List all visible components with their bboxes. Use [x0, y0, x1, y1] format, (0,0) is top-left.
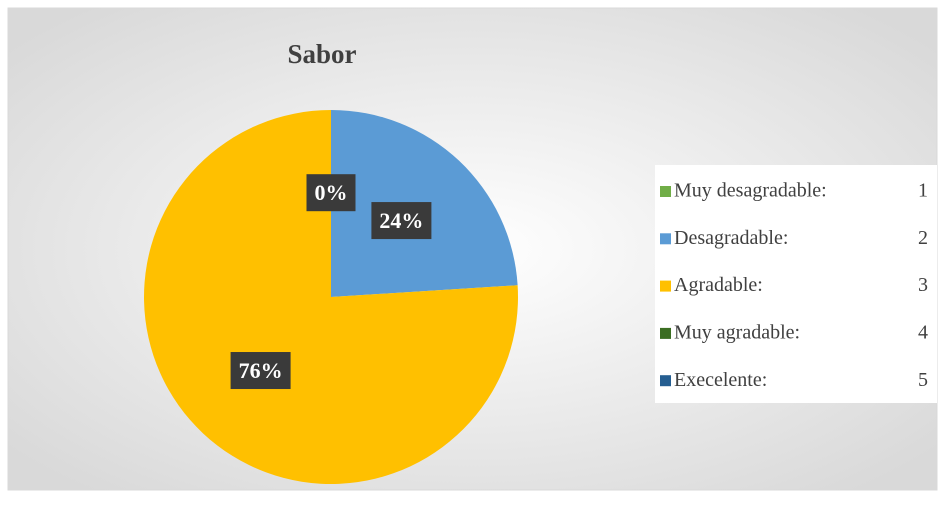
legend: [655, 165, 937, 403]
legend-label: Muy desagradable:: [674, 180, 827, 202]
legend-code: 2: [918, 227, 928, 249]
legend-swatch: [660, 233, 671, 245]
legend-code: 4: [918, 321, 928, 343]
legend-swatch: [660, 327, 671, 339]
legend-code: 3: [918, 274, 928, 296]
legend-code: 1: [918, 180, 928, 202]
pie-slice: [144, 110, 518, 485]
data-label: 76%: [239, 358, 283, 383]
data-label-box: [230, 352, 291, 390]
legend-swatch: [660, 186, 671, 197]
legend-code: 5: [918, 369, 928, 391]
legend-label: Execelente:: [674, 369, 767, 391]
chart-title: Sabor: [287, 39, 356, 69]
legend-swatch: [660, 375, 671, 387]
data-label: 0%: [315, 180, 348, 205]
legend-label: Muy agradable:: [674, 321, 800, 343]
data-label: 24%: [379, 208, 423, 233]
legend-label: Desagradable:: [674, 227, 788, 249]
data-label-box: [371, 202, 432, 240]
legend-swatch: [660, 280, 671, 292]
data-label-box: [306, 174, 356, 212]
legend-label: Agradable:: [674, 274, 763, 296]
